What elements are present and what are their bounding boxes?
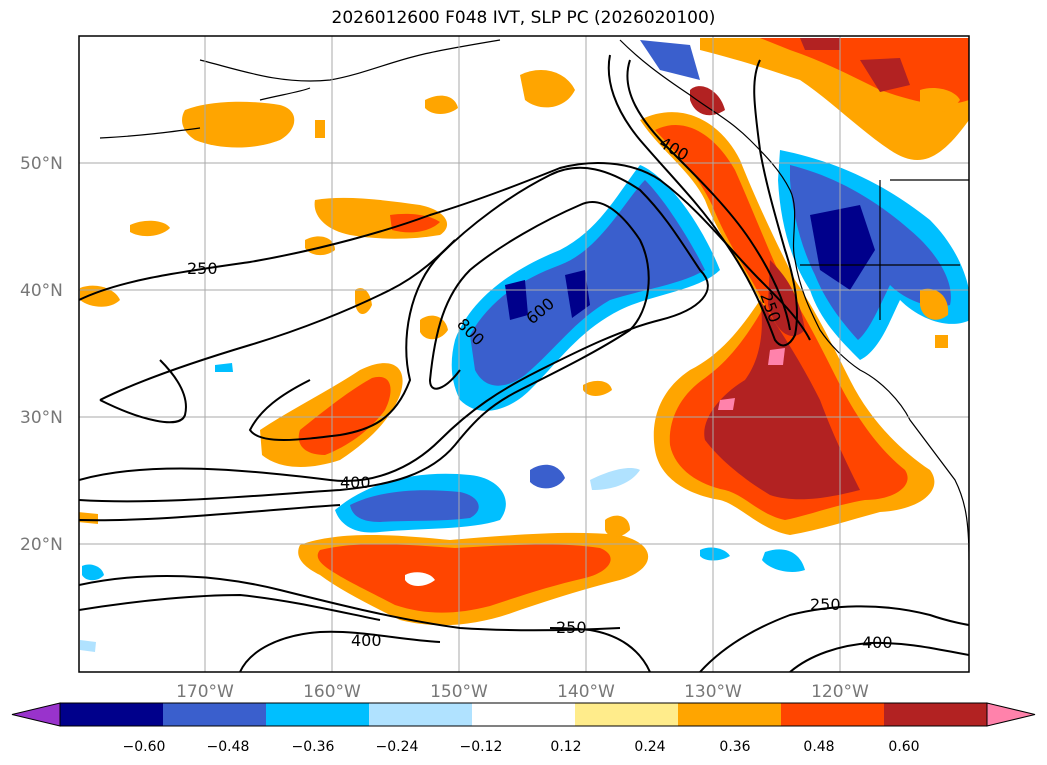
lat-label: 30°N (20, 408, 63, 428)
colorbar-segment (678, 703, 782, 726)
map-frame (78, 35, 970, 673)
lon-label: 140°W (557, 682, 615, 702)
contour-label: 250 (556, 618, 587, 637)
lat-label: 40°N (20, 281, 63, 301)
contour-label: 400 (862, 633, 893, 652)
longitude-labels: 170°W 160°W 150°W 140°W 130°W 120°W (176, 682, 869, 702)
lat-label: 50°N (20, 154, 63, 174)
lon-label: 160°W (303, 682, 361, 702)
colorbar-tick-label: 0.36 (719, 739, 750, 755)
colorbar-tick-label: 0.24 (634, 739, 665, 755)
colorbar-tick-label: 0.48 (803, 739, 834, 755)
lon-label: 170°W (176, 682, 234, 702)
latitude-labels: 50°N 40°N 30°N 20°N (20, 154, 63, 555)
colorbar (11, 702, 1036, 727)
graticule (79, 36, 969, 672)
colorbar-segment (266, 703, 370, 726)
colorbar-segment (884, 703, 988, 726)
colorbar-segment (575, 703, 679, 726)
figure-title: 2026012600 F048 IVT, SLP PC (2026020100) (331, 8, 716, 28)
colorbar-tick-label: −0.36 (292, 739, 335, 755)
colorbar-tick-label: 0.12 (550, 739, 581, 755)
colorbar-segment (369, 703, 473, 726)
colorbar-extend-high (986, 702, 1036, 727)
colorbar-segment (472, 703, 576, 726)
colorbar-tick-label: −0.48 (207, 739, 250, 755)
positive-anomaly-shading (79, 38, 969, 626)
colorbar-tick-label: −0.12 (460, 739, 503, 755)
colorbar-tick-labels: −0.60 −0.48 −0.36 −0.24 −0.12 0.12 0.24 … (123, 739, 920, 755)
lon-label: 130°W (684, 682, 742, 702)
colorbar-segment (781, 703, 885, 726)
colorbar-segment (163, 703, 267, 726)
contour-label: 400 (340, 473, 371, 492)
lon-label: 120°W (811, 682, 869, 702)
colorbar-extend-low (11, 702, 61, 727)
slp-contours (79, 54, 969, 672)
lat-label: 20°N (20, 535, 63, 555)
contour-label: 250 (187, 259, 218, 278)
lon-label: 150°W (430, 682, 488, 702)
contour-label: 250 (810, 595, 841, 614)
coastlines (99, 39, 969, 561)
colorbar-tick-label: 0.60 (888, 739, 919, 755)
map-field: 250 400 600 800 400 250 250 400 250 400 (79, 36, 969, 672)
colorbar-tick-label: −0.60 (123, 739, 166, 755)
contour-label: 400 (351, 631, 382, 650)
colorbar-tick-label: −0.24 (376, 739, 419, 755)
colorbar-segment (60, 703, 164, 726)
colorbar-outline (59, 702, 988, 727)
